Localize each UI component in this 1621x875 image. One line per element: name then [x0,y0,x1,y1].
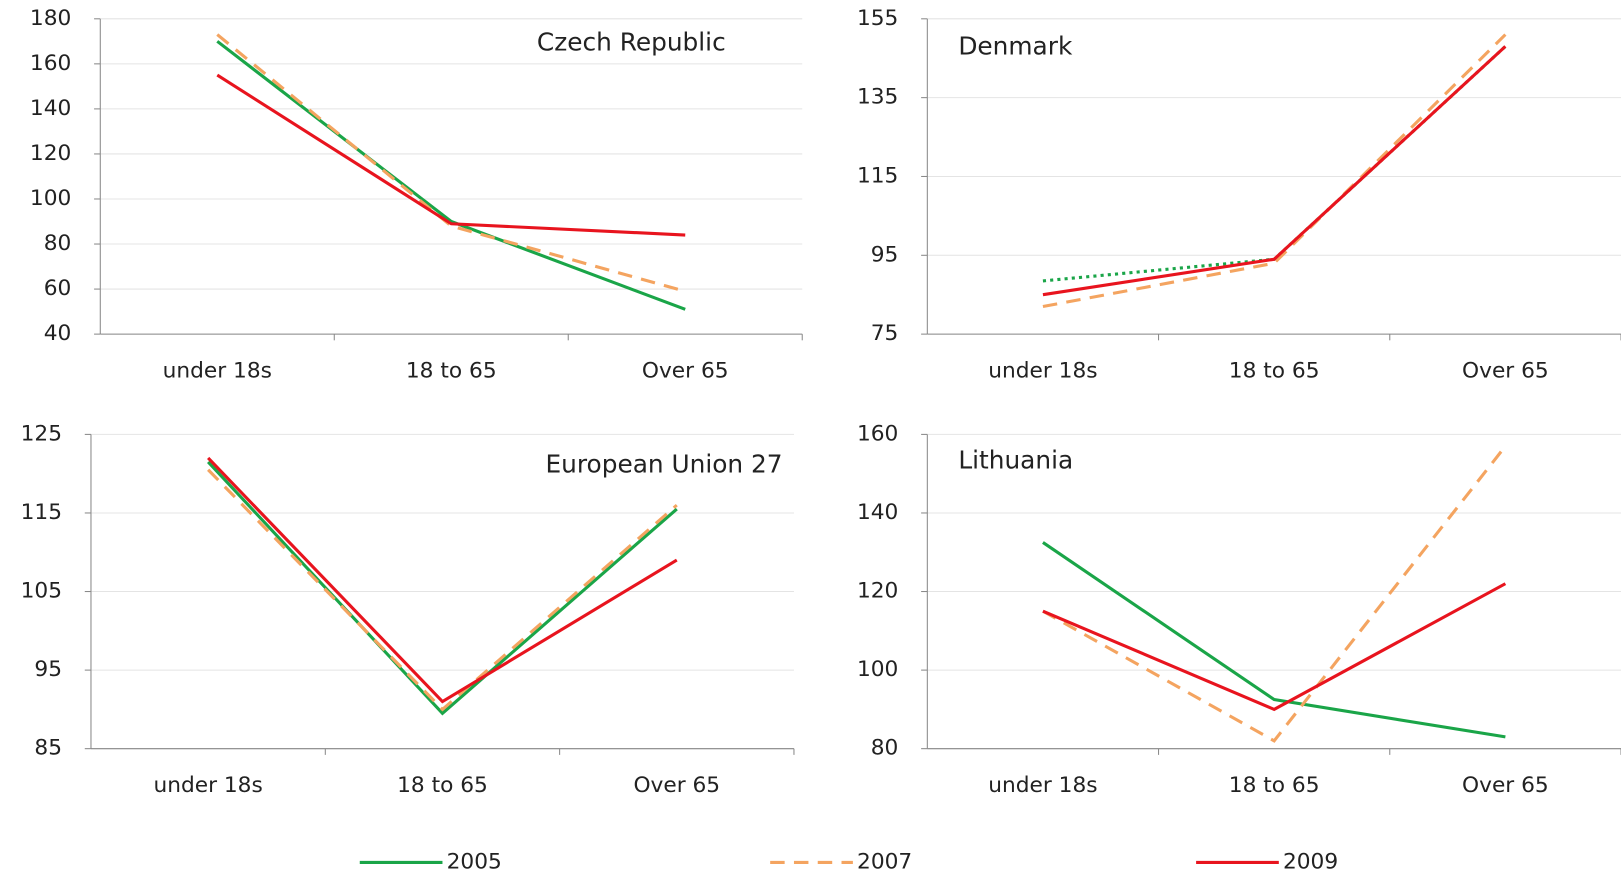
y-tick-label: 115 [857,163,898,188]
x-tick-label: 18 to 65 [1229,358,1320,383]
y-tick-label: 75 [871,321,899,346]
chart-title: Czech Republic [537,28,726,57]
y-tick-label: 95 [871,242,899,267]
series-line [1042,45,1507,283]
x-tick-label: under 18s [988,773,1097,798]
series-line [1042,33,1507,309]
y-tick-label: 120 [857,579,898,604]
y-tick-label: 180 [30,6,71,31]
x-tick-label: Over 65 [633,773,720,798]
series-line [207,460,678,716]
x-tick-label: Over 65 [1462,358,1549,383]
x-tick-label: Over 65 [1462,773,1549,798]
series-line [216,73,686,237]
y-tick-label: 105 [21,579,62,604]
y-tick-label: 80 [44,231,72,256]
chart-title: Denmark [958,32,1073,61]
y-tick-label: 155 [857,6,898,31]
x-tick-label: 18 to 65 [406,358,497,383]
series-line [207,468,678,712]
series-line [207,456,678,704]
y-tick-label: 140 [30,96,71,121]
y-tick-label: 40 [44,321,72,346]
y-tick-label: 140 [857,500,898,525]
x-tick-label: 18 to 65 [1229,773,1320,798]
y-tick-label: 160 [30,51,71,76]
series-line [216,40,686,311]
x-tick-label: 18 to 65 [397,773,488,798]
y-tick-label: 85 [34,736,62,761]
y-tick-label: 100 [30,186,71,211]
series-line [1042,582,1507,712]
series-line [1042,445,1507,743]
y-tick-label: 115 [21,500,62,525]
y-tick-label: 80 [871,736,899,761]
series-line [1042,45,1507,297]
chart-title: Lithuania [958,445,1073,474]
y-tick-label: 100 [857,657,898,682]
legend-label: 2007 [857,849,912,874]
series-line [216,33,686,293]
y-tick-label: 95 [34,657,62,682]
legend-label: 2009 [1283,849,1338,874]
x-tick-label: Over 65 [642,358,729,383]
x-tick-label: under 18s [163,358,272,383]
x-tick-label: under 18s [988,358,1097,383]
x-tick-label: under 18s [153,773,262,798]
y-tick-label: 160 [857,421,898,446]
series-line [1042,541,1506,739]
y-tick-label: 120 [30,141,71,166]
y-tick-label: 135 [857,85,898,110]
y-tick-label: 60 [44,276,72,301]
legend-label: 2005 [447,849,502,874]
y-tick-label: 125 [21,421,62,446]
chart-title: European Union 27 [546,449,783,478]
